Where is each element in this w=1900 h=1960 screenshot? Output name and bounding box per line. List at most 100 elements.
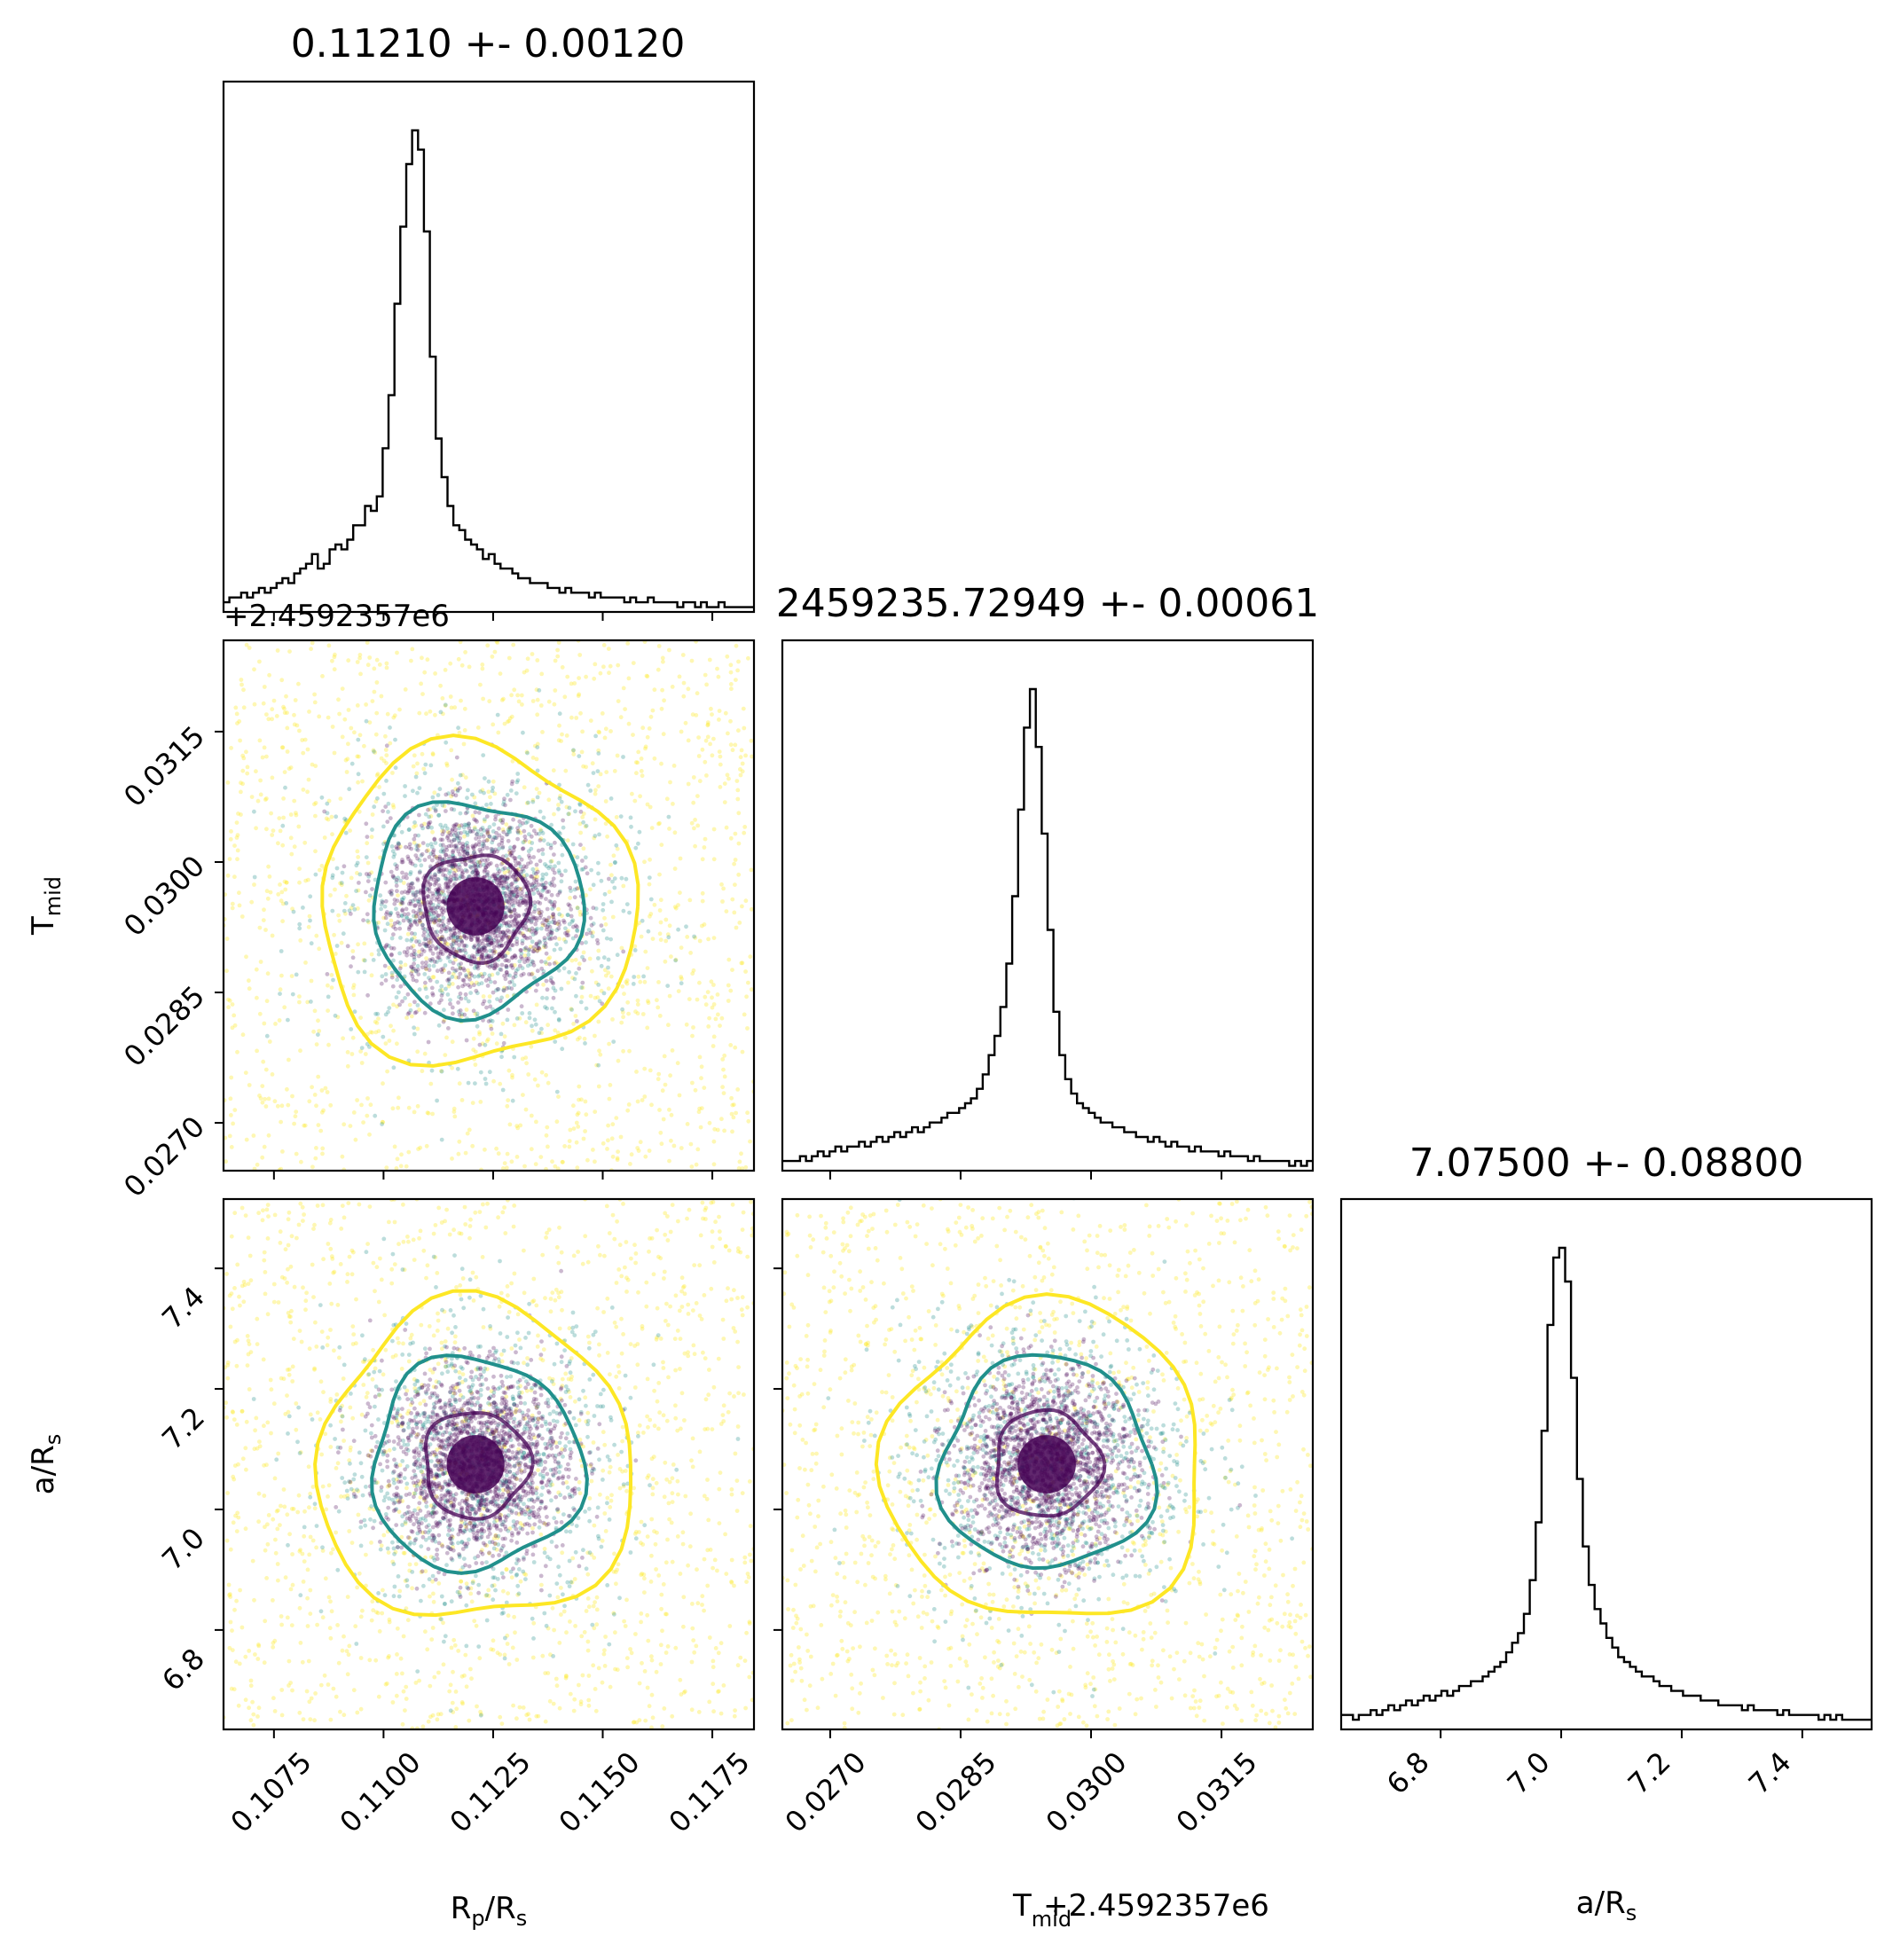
scatter-point xyxy=(465,810,470,815)
scatter-point xyxy=(738,1250,743,1255)
scatter-point xyxy=(463,867,468,873)
scatter-point xyxy=(429,1637,435,1642)
scatter-point xyxy=(593,980,599,985)
scatter-point xyxy=(515,830,521,835)
scatter-point xyxy=(628,1342,633,1346)
scatter-point xyxy=(513,887,518,892)
scatter-point xyxy=(459,935,463,940)
scatter-point xyxy=(262,1423,266,1429)
scatter-point xyxy=(452,1642,458,1648)
scatter-point xyxy=(493,875,498,881)
scatter-point xyxy=(517,855,522,859)
scatter-point xyxy=(611,853,616,858)
scatter-point xyxy=(530,926,535,931)
scatter-point xyxy=(527,1011,532,1015)
scatter-point xyxy=(506,883,511,888)
scatter-point xyxy=(411,977,416,983)
scatter-point xyxy=(645,1534,650,1539)
scatter-point xyxy=(297,994,302,999)
scatter-point xyxy=(413,823,418,828)
scatter-point xyxy=(482,874,487,879)
scatter-point xyxy=(503,976,508,982)
scatter-point xyxy=(433,873,437,878)
scatter-point xyxy=(557,1705,562,1711)
scatter-point xyxy=(389,936,395,941)
scatter-point xyxy=(292,712,296,717)
scatter-point xyxy=(730,968,734,972)
scatter-point xyxy=(510,923,515,928)
scatter-point xyxy=(480,1041,485,1047)
scatter-point xyxy=(703,836,708,842)
scatter-point xyxy=(660,1088,665,1094)
scatter-point xyxy=(391,1002,396,1007)
scatter-point xyxy=(678,1367,682,1371)
scatter-point xyxy=(472,825,477,830)
scatter-point xyxy=(449,936,453,940)
scatter-point xyxy=(676,927,680,932)
scatter-point xyxy=(475,947,480,953)
scatter-point xyxy=(540,995,545,1000)
scatter-point xyxy=(279,898,284,904)
scatter-point xyxy=(326,643,332,648)
scatter-point xyxy=(470,813,475,819)
scatter-point xyxy=(485,963,491,968)
scatter-point xyxy=(726,957,732,962)
scatter-point xyxy=(394,883,399,889)
scatter-point xyxy=(406,857,411,861)
scatter-point xyxy=(673,1403,678,1408)
scatter-point xyxy=(698,1233,703,1238)
scatter-point xyxy=(326,1595,332,1600)
scatter-point xyxy=(433,906,438,911)
scatter-point xyxy=(415,1049,420,1054)
scatter-point xyxy=(472,956,477,961)
scatter-point xyxy=(477,1042,483,1047)
scatter-point xyxy=(506,1310,512,1314)
scatter-point xyxy=(584,823,589,828)
scatter-point xyxy=(452,705,458,710)
scatter-point xyxy=(555,1166,561,1171)
scatter-point xyxy=(715,1568,719,1573)
scatter-point xyxy=(597,999,602,1004)
scatter-point xyxy=(467,934,471,939)
scatter-point xyxy=(661,659,665,664)
scatter-point xyxy=(506,868,511,874)
scatter-point xyxy=(552,702,557,707)
scatter-point xyxy=(484,803,489,807)
scatter-point xyxy=(423,762,428,767)
scatter-point xyxy=(575,886,579,891)
scatter-point xyxy=(436,1205,442,1211)
scatter-point xyxy=(683,720,688,725)
scatter-point xyxy=(615,953,620,958)
scatter-point xyxy=(411,788,415,794)
scatter-point xyxy=(409,964,413,969)
scatter-point xyxy=(577,754,582,758)
scatter-point xyxy=(730,1202,735,1207)
scatter-point xyxy=(307,710,311,714)
scatter-point xyxy=(229,1145,234,1149)
scatter-point xyxy=(555,921,560,927)
scatter-point xyxy=(710,1244,715,1250)
scatter-point xyxy=(465,841,469,845)
scatter-point xyxy=(494,929,499,934)
scatter-point xyxy=(465,851,469,856)
scatter-point xyxy=(556,1295,561,1300)
scatter-point xyxy=(500,1087,506,1093)
scatter-point xyxy=(349,1052,355,1056)
scatter-point xyxy=(511,975,516,980)
scatter-point xyxy=(475,871,480,875)
scatter-point xyxy=(431,1231,436,1236)
scatter-point xyxy=(403,890,408,894)
scatter-point xyxy=(280,843,286,848)
scatter-point xyxy=(476,811,482,815)
scatter-point xyxy=(302,1123,307,1128)
scatter-point xyxy=(498,922,502,928)
scatter-point xyxy=(440,696,445,701)
scatter-point xyxy=(663,1232,668,1237)
scatter-point xyxy=(257,659,262,664)
scatter-point xyxy=(721,1403,726,1408)
scatter-point xyxy=(518,1123,523,1128)
scatter-point xyxy=(360,779,365,784)
scatter-point xyxy=(368,1102,373,1108)
scatter-point xyxy=(575,924,579,929)
scatter-point xyxy=(408,901,413,906)
